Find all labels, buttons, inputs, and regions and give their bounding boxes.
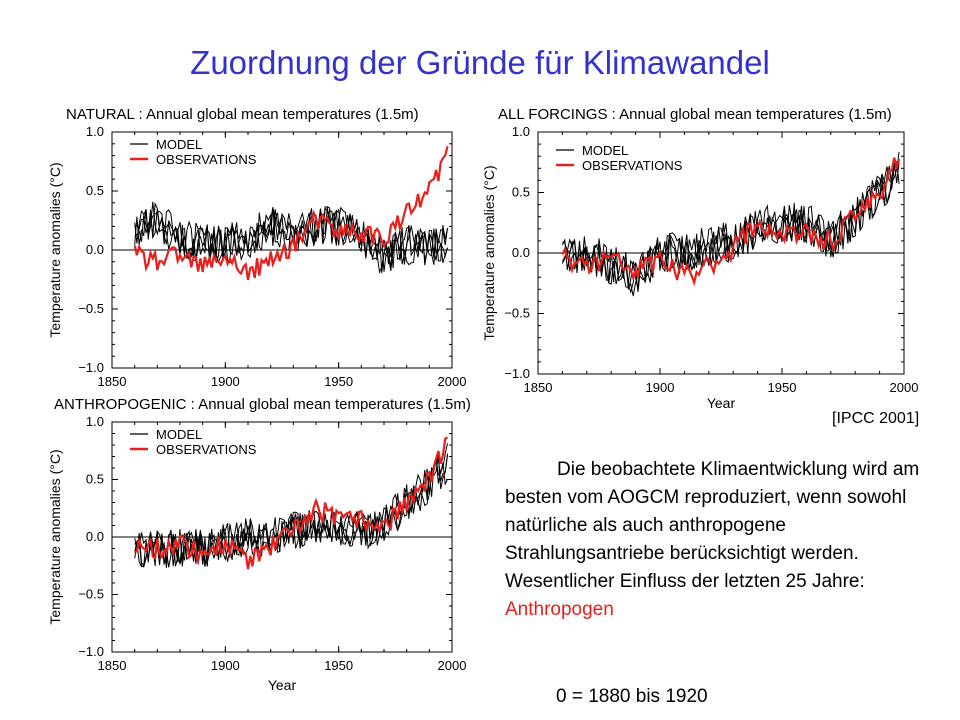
chart-title: ALL FORCINGS : Annual global mean temper…	[498, 106, 892, 123]
series-line-model	[134, 457, 448, 568]
legend-label: MODEL	[156, 137, 202, 152]
legend-label: OBSERVATIONS	[582, 158, 683, 173]
y-tick-label: 0.5	[86, 472, 104, 487]
x-axis-label: Year	[268, 677, 297, 693]
y-tick-label: −1.0	[504, 366, 530, 381]
series-line-model	[134, 453, 448, 568]
series-line-model	[134, 455, 448, 568]
y-tick-label: 1.0	[86, 124, 104, 139]
y-tick-label: 1.0	[86, 414, 104, 429]
legend-label: MODEL	[582, 143, 628, 158]
y-axis-label: Temperature anomalies (°C)	[47, 162, 63, 337]
caption-highlight: Anthropogen	[505, 599, 614, 620]
y-tick-label: −0.5	[78, 301, 104, 316]
caption-text: Die beobachtete Klimaentwicklung wird am…	[505, 456, 945, 624]
x-tick-label: 1950	[324, 374, 353, 389]
source-citation: [IPCC 2001]	[832, 410, 920, 427]
y-tick-label: 0.0	[86, 529, 104, 544]
legend-label: OBSERVATIONS	[156, 152, 257, 167]
y-tick-label: 0.0	[86, 242, 104, 257]
y-tick-label: 1.0	[512, 124, 530, 139]
chart-natural: NATURAL : Annual global mean temperature…	[0, 100, 470, 400]
x-tick-label: 1900	[646, 380, 675, 395]
legend-label: OBSERVATIONS	[156, 442, 257, 457]
y-tick-label: 0.5	[86, 183, 104, 198]
x-tick-label: 2000	[438, 658, 467, 673]
x-tick-label: 2000	[438, 374, 467, 389]
x-tick-label: 1850	[524, 380, 553, 395]
y-tick-label: −0.5	[78, 587, 104, 602]
x-tick-label: 1950	[324, 658, 353, 673]
x-tick-label: 1950	[768, 380, 797, 395]
y-tick-label: −1.0	[78, 360, 104, 375]
x-axis-label: Year	[707, 395, 736, 411]
series-line-observations	[134, 436, 449, 570]
chart-all-forcings: ALL FORCINGS : Annual global mean temper…	[481, 100, 960, 420]
x-tick-label: 1850	[98, 374, 127, 389]
x-tick-label: 2000	[890, 380, 919, 395]
y-axis-label: Temperature anomalies (°C)	[481, 165, 497, 340]
legend-label: MODEL	[156, 427, 202, 442]
y-tick-label: 0.0	[512, 245, 530, 260]
series-line-observations	[561, 157, 901, 287]
y-tick-label: 0.5	[512, 185, 530, 200]
series-line-observations	[133, 145, 449, 281]
y-tick-label: −1.0	[78, 644, 104, 659]
chart-title: ANTHROPOGENIC : Annual global mean tempe…	[54, 396, 471, 413]
x-tick-label: 1900	[211, 658, 240, 673]
y-tick-label: −0.5	[504, 306, 530, 321]
x-tick-label: 1850	[98, 658, 127, 673]
series-line-model	[561, 160, 900, 297]
chart-title: NATURAL : Annual global mean temperature…	[66, 106, 419, 123]
y-axis-label: Temperature anomalies (°C)	[47, 449, 63, 624]
slide-title: Zuordnung der Gründe für Klimawandel	[190, 44, 770, 81]
baseline-note: 0 = 1880 bis 1920	[556, 686, 708, 707]
caption-main: Die beobachtete Klimaentwicklung wird am…	[505, 459, 920, 592]
x-tick-label: 1900	[211, 374, 240, 389]
chart-anthropogenic: ANTHROPOGENIC : Annual global mean tempe…	[0, 390, 471, 710]
